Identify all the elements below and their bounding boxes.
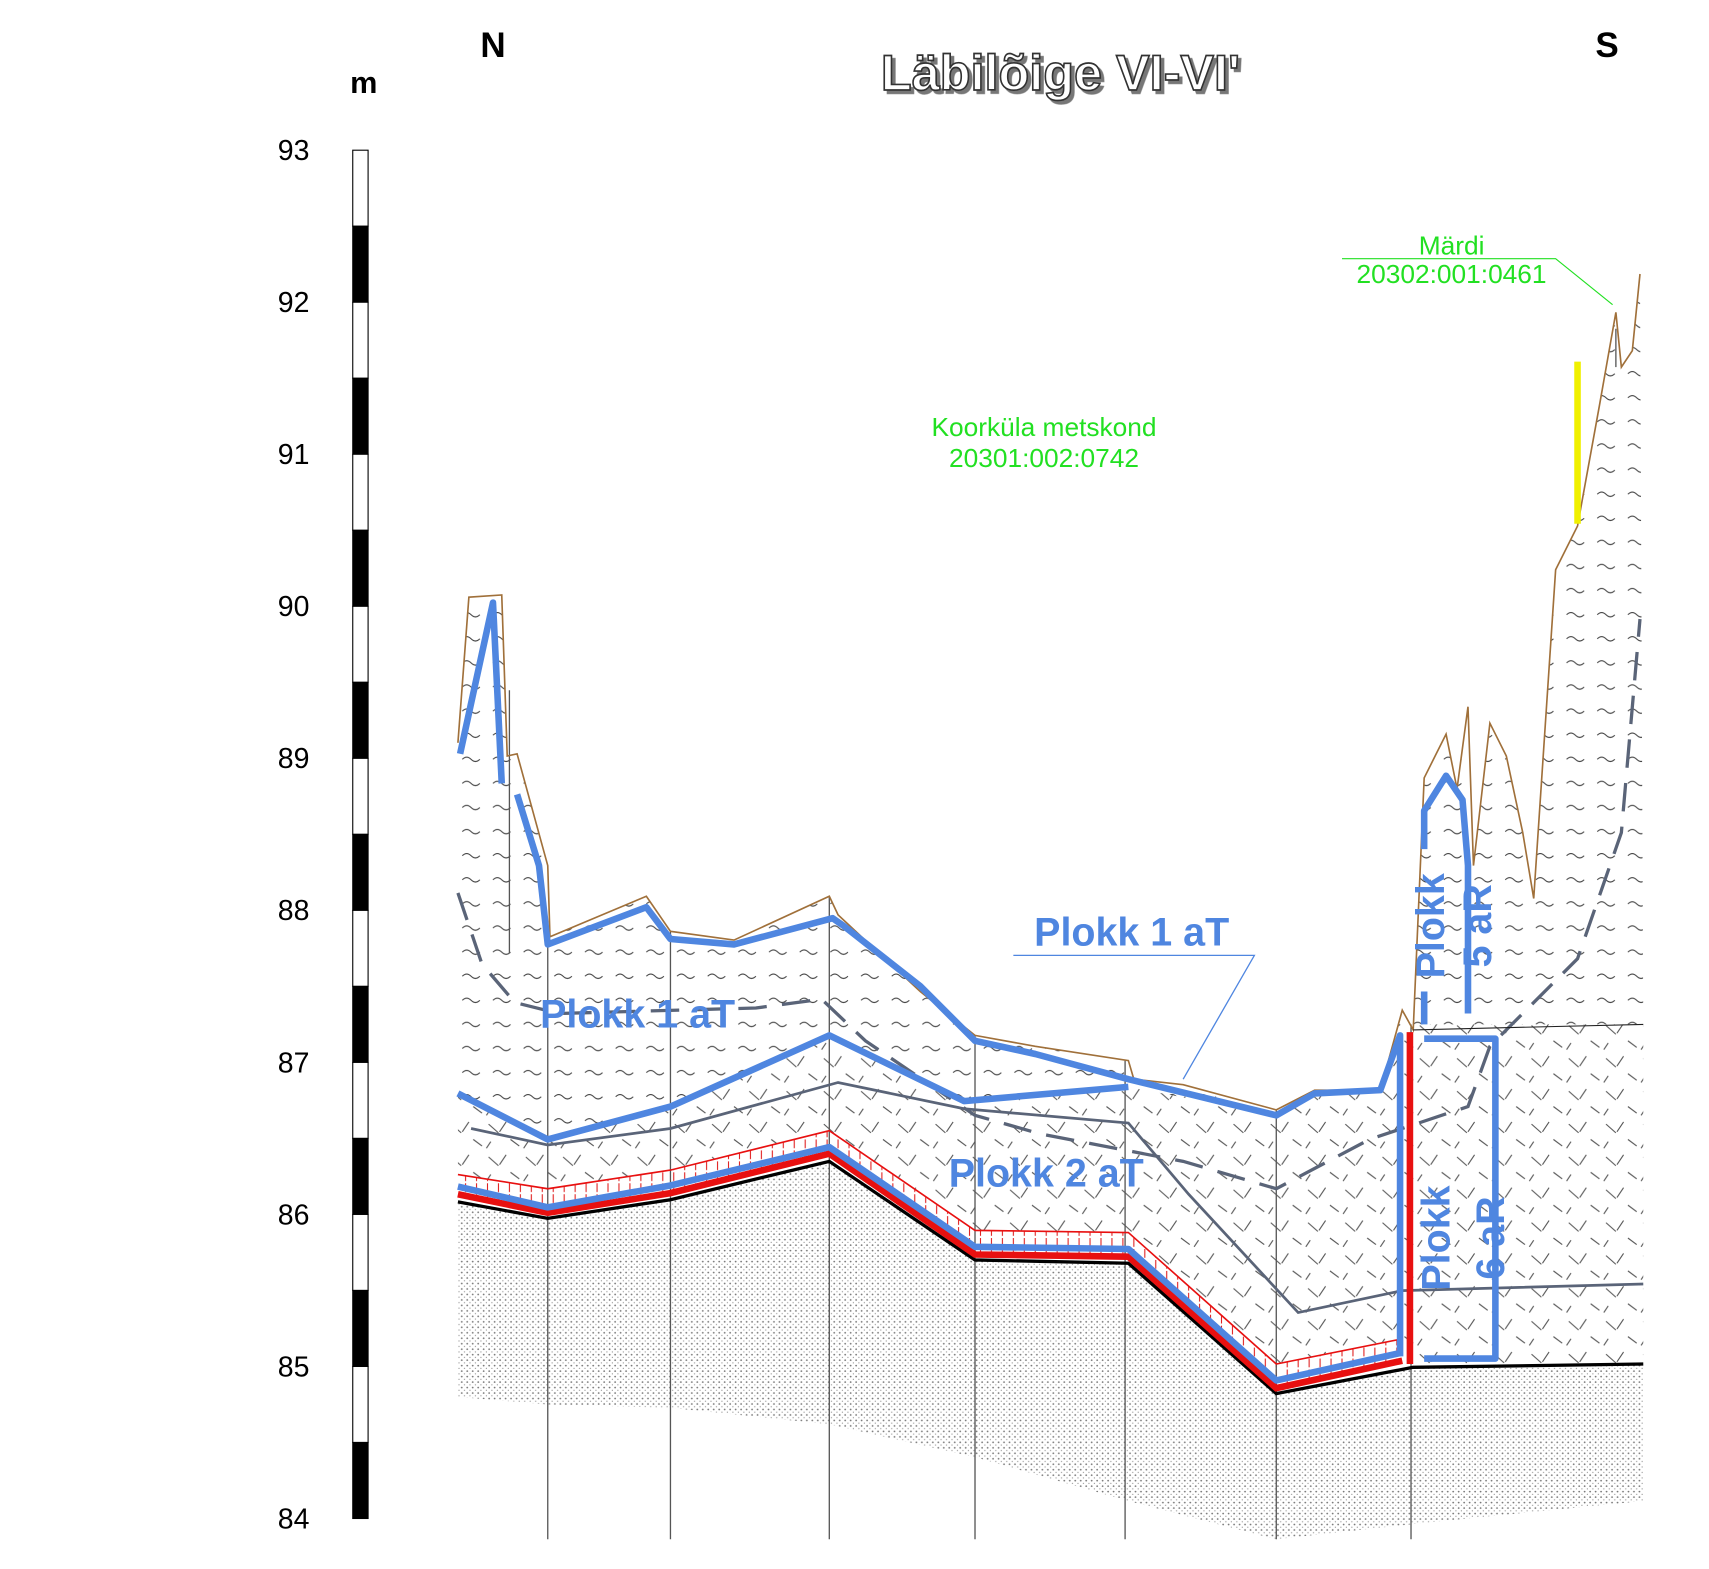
parcel-leader [1342,258,1613,306]
ruler-segment [352,1213,369,1291]
ruler-segment [352,833,369,911]
scale-label: 88 [278,895,310,927]
ruler-segment [352,1061,369,1139]
ruler-segment [352,605,369,683]
ruler-segment [352,757,369,835]
gray-boundary [470,1081,1644,1315]
red-thin [457,1129,1403,1365]
red-boundary [457,1150,1403,1392]
ruler-segment [352,377,369,455]
scale-label: 89 [278,743,310,775]
block-label: 5 aR [1456,884,1500,967]
scale-label: 85 [278,1351,310,1383]
black-boundary [457,1159,1644,1396]
block-label: Plokk 1 aT [540,993,735,1037]
ruler-segment [352,453,369,531]
block-label: Plokk [1414,1185,1458,1290]
block-top-line [1413,1023,1644,1031]
scale-label: 91 [278,439,310,471]
scale-label: 90 [278,591,310,623]
label-leader [1013,954,1256,1080]
wavy-layer [457,273,1644,1140]
ruler-segment [352,1441,369,1520]
block-1-outline [456,599,1404,1357]
parcel-name: Märdi [1419,230,1485,260]
ruler-segment [352,681,369,759]
hatch-band [457,1130,1403,1389]
block-6-outline [1424,1035,1499,1362]
ruler-segment [352,985,369,1063]
direction-south: S [1595,26,1618,65]
scale-label: 92 [278,287,310,319]
ruler-segment [352,225,369,303]
ruler-segment [352,1137,369,1215]
block-1-lower [456,1032,1129,1143]
block-5-outline [1420,772,1472,1025]
block-label: Plokk [1409,873,1453,978]
parcel-code: 20301:002:0742 [949,443,1139,473]
ruler-segment [352,909,369,987]
dashed-boundary [456,618,1642,1191]
sand-layer [457,1161,1644,1540]
ruler-segment [352,1289,369,1368]
block-label: Plokk 2 aT [949,1152,1144,1196]
verticals [508,328,1617,1540]
direction-north: N [480,26,505,65]
ruler-segment [352,301,369,379]
scale-label: 84 [278,1503,310,1535]
scale-label: 93 [278,135,310,167]
dashed-layer [457,1024,1644,1368]
block-label: 6 aR [1469,1196,1513,1279]
ruler-segment [352,1365,369,1444]
title: Läbilõige VI-VI' [881,44,1240,101]
layers [457,273,1644,1540]
scale-ruler: 93 92 91 90 89 88 87 86 85 84 [278,135,369,1535]
ruler-segment [352,529,369,607]
scale-label: 86 [278,1199,310,1231]
block-2-lower [457,1143,1401,1384]
parcel-code: 20302:001:0461 [1357,259,1547,289]
ruler-segment [352,149,369,227]
parcel-name: Koorküla metskond [932,412,1157,442]
unit-label: m [350,66,377,100]
scale-label: 87 [278,1047,310,1079]
block-label: Plokk 1 aT [1034,911,1229,955]
